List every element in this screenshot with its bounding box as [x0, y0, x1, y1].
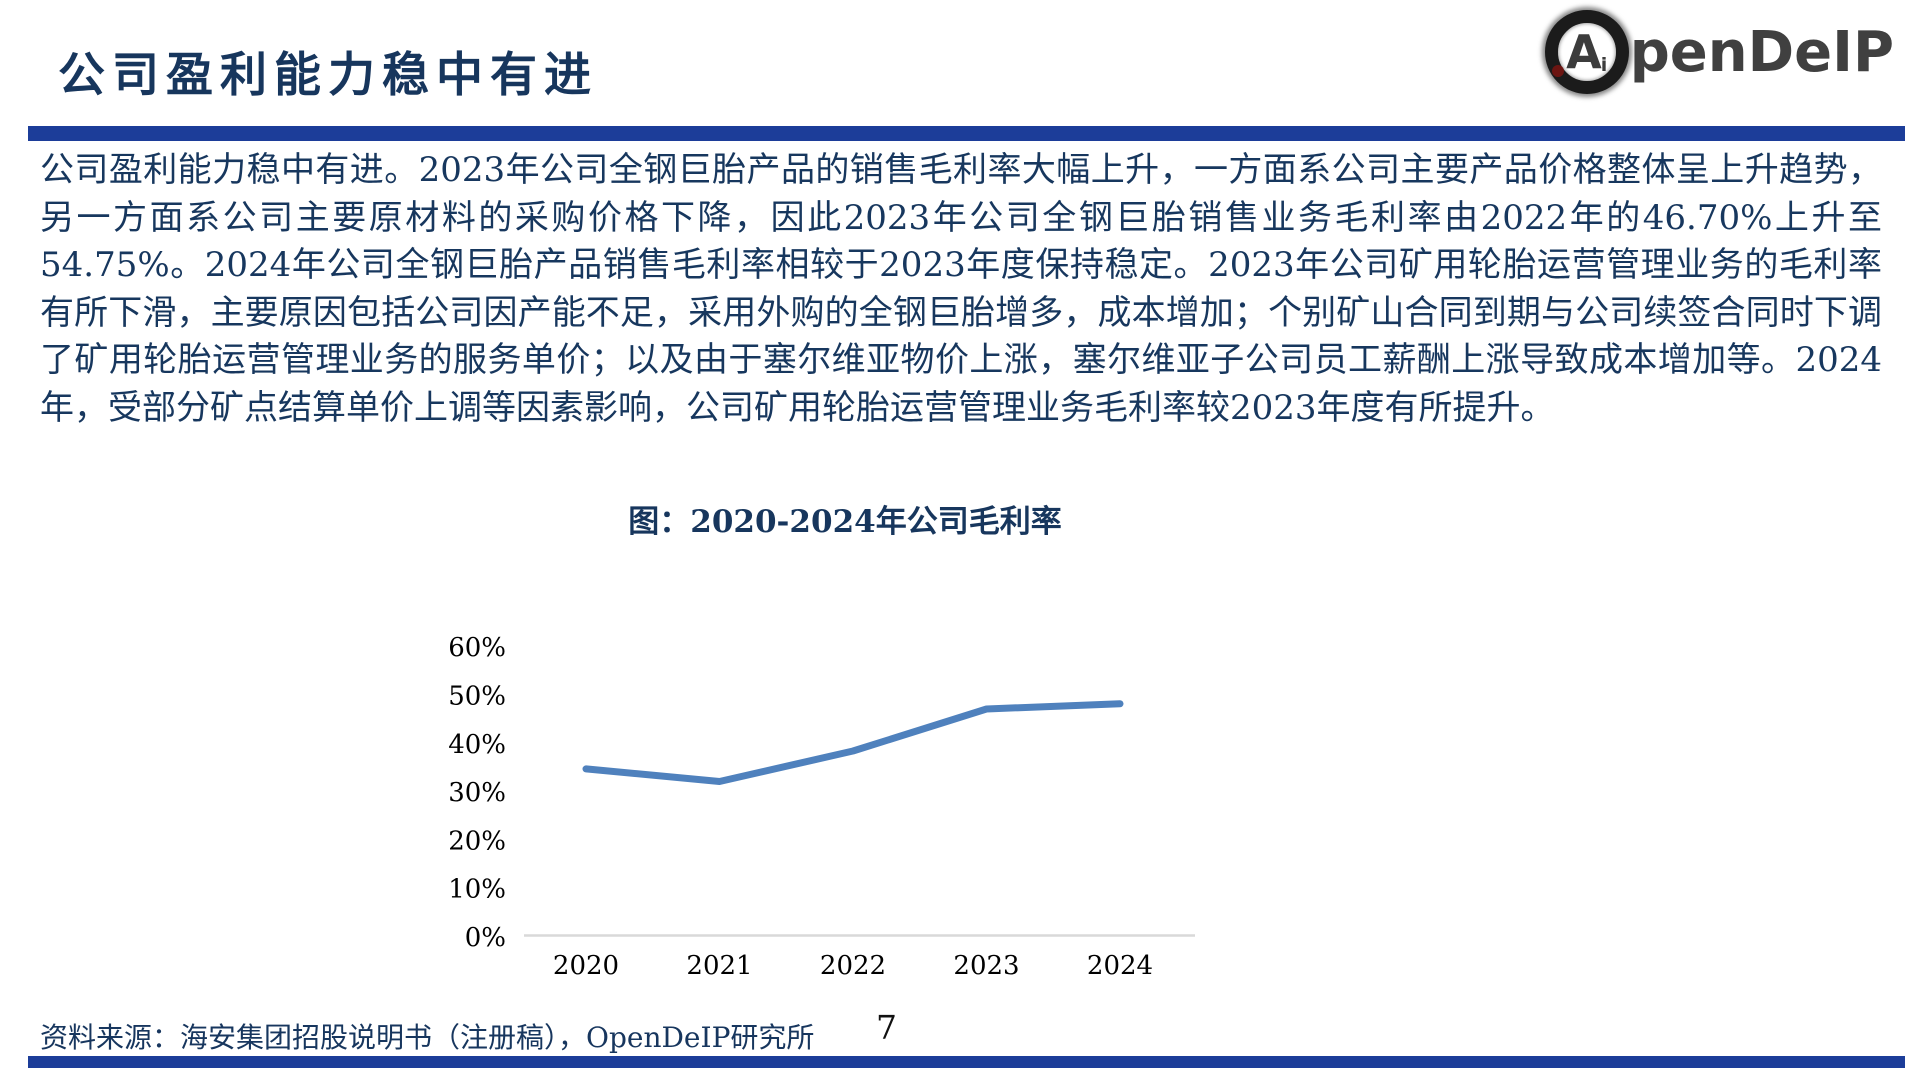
bottom-bar [28, 1056, 1905, 1068]
source-note: 资料来源：海安集团招股说明书（注册稿），OpenDeIP研究所 [40, 1021, 815, 1054]
x-tick-label: 2022 [820, 951, 886, 981]
gross-margin-line-chart: 0% 10% 20% 30% 40% 50% 60% 2020 2021 2022 2023 2024 [448, 633, 1195, 981]
y-tick-label: 20% [448, 826, 506, 856]
y-tick-label: 50% [448, 682, 506, 712]
page-number: 7 [876, 1008, 897, 1047]
y-tick-label: 0% [465, 923, 506, 953]
logo-letter-a: A [1566, 25, 1602, 79]
opendeip-logo: A i penDeIP [1544, 10, 1894, 94]
y-tick-label: 40% [448, 730, 506, 760]
gross-margin-series-line [582, 700, 1124, 785]
body-paragraph: 公司盈利能力稳中有进。2023年公司全钢巨胎产品的销售毛利率大幅上升，一方面系公… [40, 150, 1882, 428]
y-tick-label: 30% [448, 778, 506, 808]
header-divider [28, 126, 1905, 141]
logo-letter-i: i [1600, 54, 1608, 76]
x-tick-label: 2023 [953, 951, 1019, 981]
y-tick-label: 60% [448, 633, 506, 663]
logo-o-icon: A i [1544, 10, 1629, 94]
y-tick-label: 10% [448, 875, 506, 905]
x-tick-label: 2021 [686, 951, 752, 981]
logo-wordmark: penDeIP [1629, 19, 1894, 85]
x-tick-label: 2024 [1087, 951, 1153, 981]
x-tick-label: 2020 [553, 951, 619, 981]
page-title: 公司盈利能力稳中有进 [58, 48, 598, 103]
logo-red-accent [1551, 65, 1564, 77]
chart-title: 图：2020-2024年公司毛利率 [628, 504, 1062, 540]
